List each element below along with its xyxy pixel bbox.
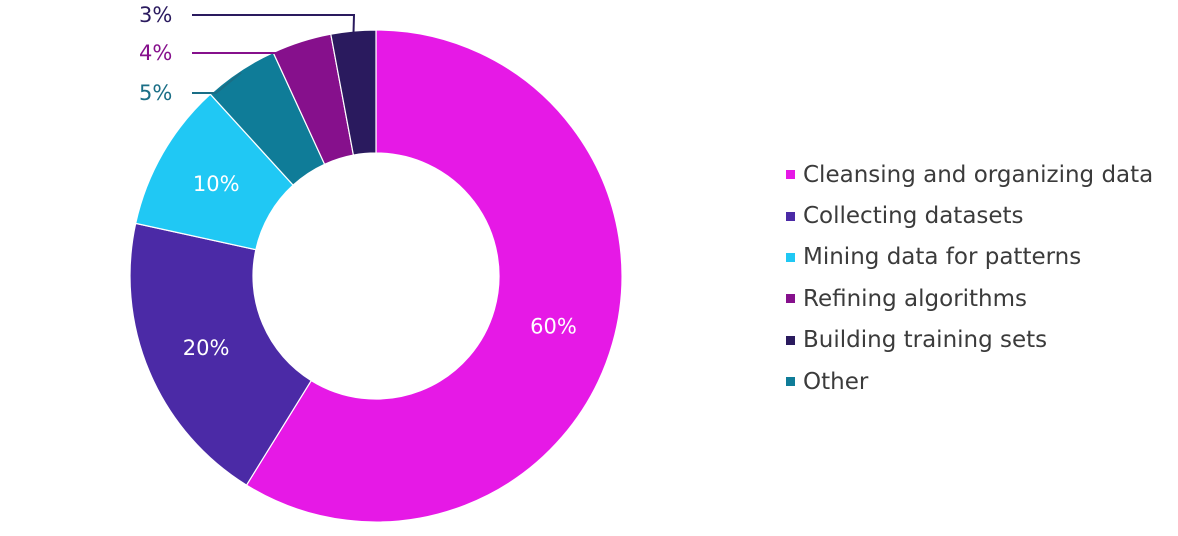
- leader-line-building-training-sets: [192, 14, 356, 34]
- legend-label: Collecting datasets: [803, 203, 1024, 230]
- leader-line-refining-algorithms: [192, 42, 303, 54]
- legend-item-other: Other: [786, 361, 1153, 402]
- data-label-collecting-datasets: 20%: [183, 336, 230, 360]
- legend-swatch-icon: [786, 377, 795, 387]
- legend-item-cleansing-and-organizing-data: Cleansing and organizing data: [786, 154, 1153, 195]
- legend-label: Cleansing and organizing data: [803, 161, 1154, 188]
- legend-label: Other: [803, 368, 869, 395]
- data-label-cleansing-and-organizing-data: 60%: [530, 315, 577, 339]
- donut-slices: [129, 29, 623, 523]
- data-label-mining-data-for-patterns: 10%: [193, 172, 240, 196]
- legend-item-building-training-sets: Building training sets: [786, 320, 1153, 361]
- slice-labels: 60% 20% 10% 5% 4% 3%: [139, 3, 577, 360]
- leader-lines: [192, 14, 356, 94]
- legend-swatch-icon: [786, 211, 795, 221]
- slice-building-training-sets: [330, 29, 377, 156]
- leader-line-other: [192, 71, 242, 94]
- legend-item-collecting-datasets: Collecting datasets: [786, 195, 1153, 236]
- legend-label: Building training sets: [803, 327, 1048, 354]
- data-label-refining-algorithms: 4%: [139, 41, 172, 65]
- legend-item-refining-algorithms: Refining algorithms: [786, 278, 1153, 319]
- legend-swatch-icon: [786, 294, 795, 304]
- chart-legend: Cleansing and organizing data Collecting …: [786, 154, 1153, 402]
- data-label-other: 5%: [139, 81, 172, 105]
- slice-collecting-datasets: [129, 222, 313, 486]
- legend-label: Refining algorithms: [803, 285, 1028, 312]
- legend-swatch-icon: [786, 170, 795, 180]
- legend-swatch-icon: [786, 252, 795, 262]
- slice-cleansing-and-organizing-data: [245, 29, 623, 523]
- legend-label: Mining data for patterns: [803, 244, 1082, 271]
- legend-item-mining-data-for-patterns: Mining data for patterns: [786, 237, 1153, 278]
- legend-swatch-icon: [786, 335, 795, 345]
- data-label-building-training-sets: 3%: [139, 3, 172, 27]
